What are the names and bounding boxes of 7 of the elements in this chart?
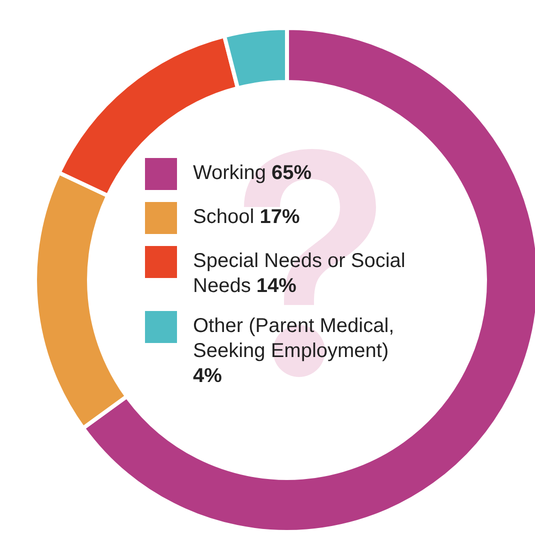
legend-label: Working	[193, 162, 266, 184]
data-label: 17%	[260, 206, 300, 228]
data-label: 65%	[272, 162, 312, 184]
data-label: 4%	[193, 365, 222, 387]
legend-label: School	[193, 206, 254, 228]
legend-label: Other (Parent Medical, Seeking Employment)	[193, 315, 394, 362]
data-label: 14%	[256, 275, 296, 297]
